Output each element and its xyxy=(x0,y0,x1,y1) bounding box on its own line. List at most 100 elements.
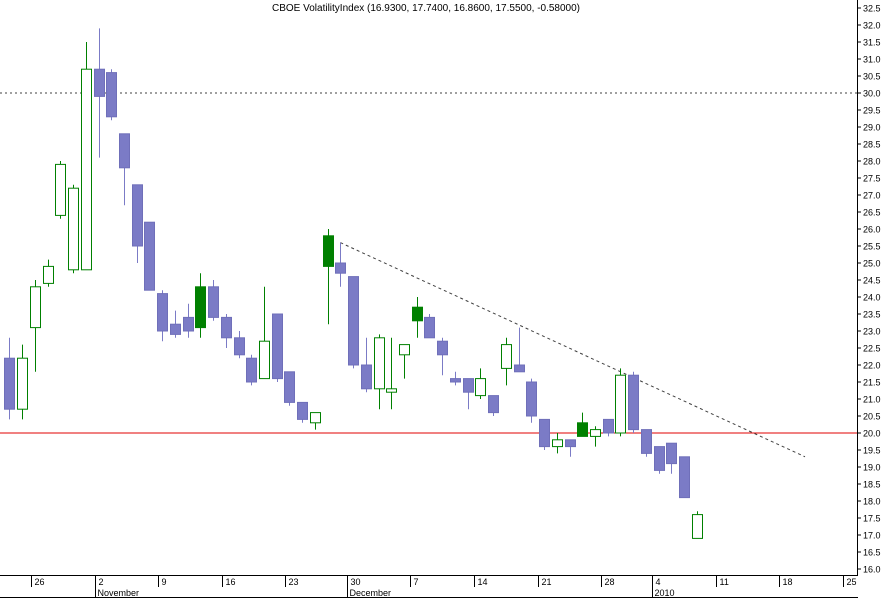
candle-nov-16 xyxy=(234,331,245,359)
y-tick-label: 31.0 xyxy=(863,55,881,65)
candle-nov-17 xyxy=(246,354,257,386)
y-tick-label: 17.0 xyxy=(863,531,881,541)
candle-body-down xyxy=(208,286,219,318)
y-tick-label: 31.5 xyxy=(863,38,881,48)
y-tick-label: 22.5 xyxy=(863,344,881,354)
candle-dec-8 xyxy=(412,297,423,338)
x-tick-label: 30 xyxy=(351,577,361,587)
candle-body-up xyxy=(412,306,423,322)
candle-body-down xyxy=(335,262,346,274)
candle-dec-14 xyxy=(463,378,474,410)
candle-nov-3 xyxy=(119,133,130,206)
x-tick-label: 2 xyxy=(99,577,104,587)
y-axis: 16.0 16.5 17.0 17.5 18.0 18.5 19.0 19.5 20.0 20.5… xyxy=(857,0,881,575)
chart-title: CBOE VolatilityIndex (16.9300, 17.7400, … xyxy=(272,3,580,14)
candle-dec-1 xyxy=(348,276,359,369)
candle-body-down xyxy=(628,374,639,431)
candle-body-down xyxy=(106,72,117,118)
candle-oct-20 xyxy=(4,337,15,420)
y-tick-label: 16.0 xyxy=(863,565,881,575)
candle-body-up xyxy=(590,429,601,437)
candle-nov-27 xyxy=(323,229,334,325)
y-tick-label: 21.0 xyxy=(863,395,881,405)
candle-body-down xyxy=(641,429,652,454)
y-tick-label: 32.0 xyxy=(863,21,881,31)
candle-body-up xyxy=(615,374,626,434)
candle-body-down xyxy=(679,456,690,499)
candle-dec-7 xyxy=(399,344,410,379)
y-tick-label: 24.5 xyxy=(863,276,881,286)
y-tick-label: 19.0 xyxy=(863,463,881,473)
candle-body-down xyxy=(4,357,15,410)
candle-body-up xyxy=(323,235,334,267)
candle-dec-10 xyxy=(437,337,448,376)
candle-body-down xyxy=(170,323,181,335)
candle-body-down xyxy=(450,378,461,383)
candle-body-down xyxy=(463,378,474,393)
candle-body-down xyxy=(234,337,245,356)
month-label: November xyxy=(98,588,140,598)
candle-body-up xyxy=(501,344,512,369)
x-tick-label: 11 xyxy=(720,577,729,587)
y-tick-label: 24.0 xyxy=(863,293,881,303)
candle-body-down xyxy=(246,357,257,383)
y-tick-label: 25.0 xyxy=(863,259,881,269)
month-label: December xyxy=(350,588,392,598)
candle-body-up xyxy=(17,357,28,410)
y-tick-label: 23.0 xyxy=(863,327,881,337)
y-tick-label: 17.5 xyxy=(863,514,881,524)
candle-body-down xyxy=(565,439,576,448)
y-tick-label: 23.5 xyxy=(863,310,881,320)
candle-body-down xyxy=(94,68,105,97)
candle-body-down xyxy=(348,276,359,366)
candle-oct-22 xyxy=(30,280,41,372)
candle-dec-3 xyxy=(374,334,385,410)
candle-dec-31 xyxy=(615,368,626,437)
candle-dec-11 xyxy=(450,371,461,386)
candle-body-up xyxy=(692,514,703,539)
y-tick-label: 20.5 xyxy=(863,412,881,422)
y-tick-label: 25.5 xyxy=(863,242,881,252)
candle-dec-28 xyxy=(577,412,588,437)
candle-nov-20 xyxy=(284,371,295,406)
x-tick-label: 25 xyxy=(847,577,857,587)
candle-nov-13 xyxy=(221,314,232,348)
candle-body-down xyxy=(144,221,155,291)
candle-body-down xyxy=(221,316,232,339)
candle-nov-6 xyxy=(157,290,168,342)
candle-jan-4 xyxy=(628,371,639,433)
x-tick-label: 4 xyxy=(656,577,661,587)
candle-body-up xyxy=(195,286,206,329)
trend-lines xyxy=(340,242,806,458)
candle-body-up xyxy=(81,68,92,271)
candle-nov-12 xyxy=(208,280,219,321)
candle-body-up xyxy=(43,265,54,284)
y-tick-label: 19.5 xyxy=(863,446,881,456)
candle-body-up xyxy=(259,340,270,380)
candle-body-down xyxy=(424,316,435,339)
candle-body-down xyxy=(654,446,665,471)
candle-oct-30 xyxy=(94,28,105,158)
candle-body-up xyxy=(475,378,486,397)
candle-dec-18 xyxy=(514,327,525,373)
descending-trend-line xyxy=(340,242,806,458)
y-tick-label: 32.5 xyxy=(863,4,881,14)
candle-body-down xyxy=(437,340,448,356)
y-tick-label: 29.0 xyxy=(863,123,881,133)
candle-body-up xyxy=(374,337,385,390)
x-tick-label: 16 xyxy=(226,577,236,587)
candle-oct-28 xyxy=(81,42,92,271)
candle-body-down xyxy=(119,133,130,169)
x-tick-label: 26 xyxy=(35,577,45,587)
y-tick-label: 28.5 xyxy=(863,140,881,150)
candle-nov-4 xyxy=(132,184,143,263)
candles xyxy=(4,28,703,539)
candle-body-down xyxy=(488,395,499,414)
candle-nov-24 xyxy=(310,412,321,430)
candle-nov-18 xyxy=(259,286,270,380)
x-tick-label: 28 xyxy=(605,577,615,587)
candle-body-down xyxy=(157,293,168,332)
candle-nov-11 xyxy=(195,273,206,338)
candle-body-down xyxy=(603,418,614,434)
